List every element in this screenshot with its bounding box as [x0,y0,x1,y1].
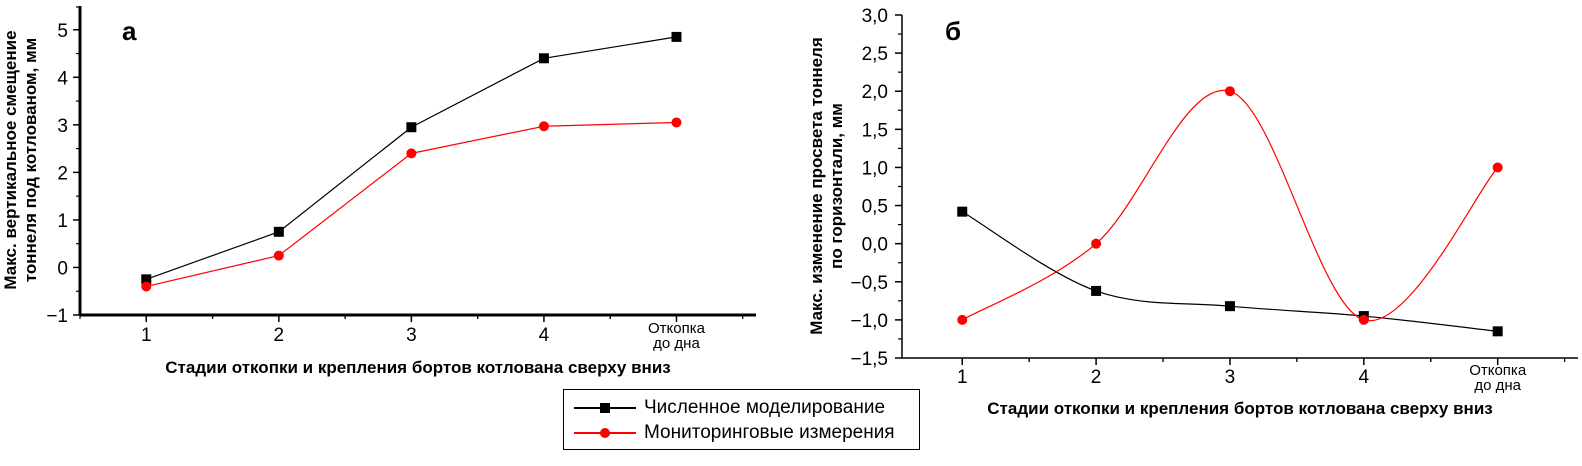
y-tick-label: 1 [57,211,68,232]
x-axis-title: Стадии откопки и крепления бортов котлов… [165,358,670,377]
legend: Численное моделирование Мониторинговые и… [563,389,920,450]
y-tick-label: 2 [57,163,68,184]
panel-label: б [945,16,961,46]
data-point-square [1091,285,1102,296]
chart-b: −1,5 −1,0 −0,5 0,0 0,5 1,0 1,5 2,0 2,5 3,0 1 2 3 4 Отк… [807,6,1578,418]
y-tick-label: 1,5 [862,120,888,141]
y-tick-label: 3,0 [862,6,888,27]
series-monitoring [141,117,682,292]
series-monitoring [957,86,1503,325]
x-tick-label: 3 [406,325,417,346]
series-line [146,121,677,288]
x-tick-label: до дна [653,335,700,352]
data-point-circle [671,117,682,128]
legend-item-monitoring: Мониторинговые измерения [574,421,895,445]
data-point-square [1492,326,1503,337]
data-point-square [538,53,549,64]
panel-label: а [122,16,137,46]
y-tick-label: 0,0 [862,235,888,256]
data-point-circle [538,121,549,132]
data-point-circle [273,250,284,261]
y-axis-title: Макс. вертикальное смещение [1,30,20,289]
x-tick-label: 2 [274,325,285,346]
y-axis-title: по горизонтали, мм [827,103,846,269]
y-axis-title: Макс. изменение просвета тоннеля [807,37,826,335]
legend-label: Мониторинговые измерения [644,422,895,443]
legend-circle-marker-icon [574,425,636,441]
legend-item-numerical: Численное моделирование [574,396,885,420]
data-point-square [273,226,284,237]
series-line [961,89,1499,322]
y-tick-label: 2,5 [862,44,888,65]
data-point-circle [1492,162,1503,173]
y-tick-label: −1 [46,306,68,327]
x-tick-label: 2 [1091,367,1102,388]
data-point-circle [1091,238,1102,249]
x-tick-label: 1 [957,367,968,388]
legend-square-marker-icon [574,400,636,416]
data-point-square [671,31,682,42]
data-point-circle [406,148,417,159]
y-tick-label: 5 [57,21,68,42]
x-tick-label: 4 [539,325,550,346]
y-tick-label: 2,0 [862,82,888,103]
y-tick-label: 1,0 [862,158,888,179]
y-tick-label: −0,5 [850,273,888,294]
y-tick-label: −1,5 [850,349,888,370]
x-tick-label: 1 [141,325,152,346]
y-tick-label: 3 [57,116,68,137]
x-axis-title: Стадии откопки и крепления бортов котлов… [987,399,1492,418]
data-point-square [957,206,968,217]
data-point-circle [957,314,968,325]
data-point-square [406,122,417,133]
x-tick-label: Откопка [648,320,706,337]
legend-label: Численное моделирование [644,397,886,418]
series-numerical-modeling [141,31,682,285]
x-tick-label: Откопка [1469,362,1527,379]
data-point-square [141,274,152,285]
data-point-circle [141,281,152,292]
x-tick-label: 3 [1225,367,1236,388]
y-tick-label: 0,5 [862,197,888,218]
data-point-circle [1224,86,1235,97]
y-tick-label: 4 [57,68,68,89]
series-line [961,211,1498,332]
y-axis-title: тоннеля под котлованом, мм [21,38,40,282]
data-point-circle [1358,314,1369,325]
y-tick-label: 0 [57,258,68,279]
series-numerical-modeling [957,206,1503,337]
x-tick-label: до дна [1474,377,1521,394]
x-tick-label: 4 [1359,367,1370,388]
data-point-square [1224,301,1235,312]
y-tick-label: −1,0 [850,311,888,332]
